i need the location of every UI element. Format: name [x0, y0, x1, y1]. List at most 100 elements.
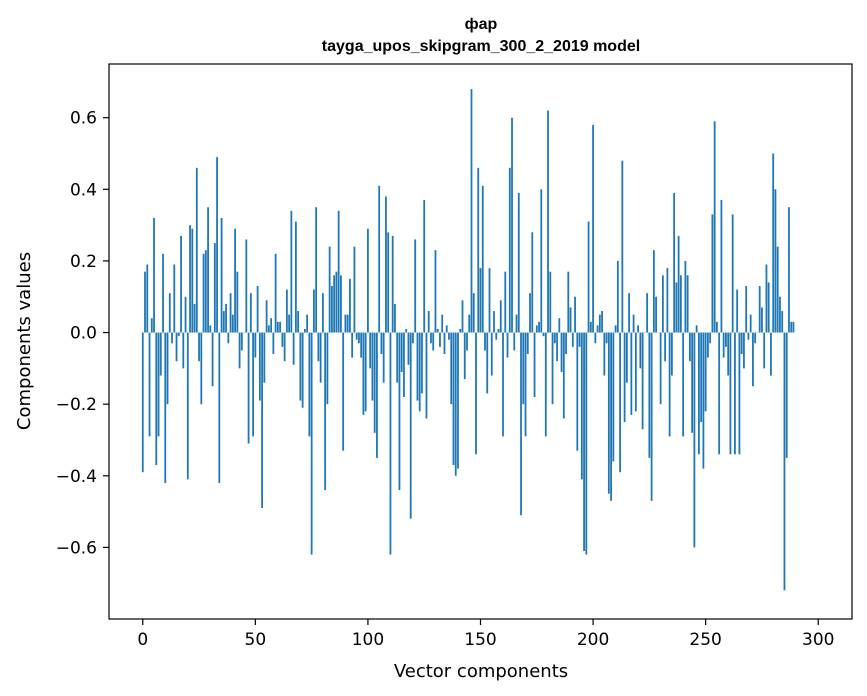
bar — [772, 153, 775, 333]
bar — [159, 332, 162, 376]
bar — [666, 268, 669, 333]
bar — [691, 332, 694, 433]
bar — [378, 185, 381, 333]
bar — [403, 332, 405, 397]
bar — [596, 325, 599, 333]
bar — [281, 332, 284, 347]
x-tick-label: 200 — [577, 630, 609, 650]
bar — [312, 289, 315, 333]
bar — [423, 200, 426, 333]
bar — [227, 332, 230, 344]
bar — [349, 278, 351, 333]
bar — [522, 332, 525, 405]
bar — [668, 332, 671, 437]
bar — [614, 325, 617, 333]
bar — [285, 289, 288, 333]
bar — [459, 328, 462, 333]
bar — [261, 332, 263, 508]
bar — [524, 332, 527, 437]
bar — [702, 332, 705, 469]
bar — [641, 332, 644, 430]
bar — [553, 332, 556, 344]
bar — [508, 167, 511, 333]
bar — [209, 325, 212, 333]
bar — [164, 332, 167, 483]
bar — [409, 332, 412, 519]
bar — [592, 124, 594, 333]
bar — [571, 332, 574, 347]
bar — [450, 332, 453, 405]
bar — [630, 332, 633, 415]
bar — [698, 332, 700, 455]
bar — [574, 296, 576, 333]
bar — [276, 321, 279, 333]
bar — [252, 332, 254, 437]
bar — [430, 332, 432, 344]
x-tick-label: 300 — [802, 630, 834, 650]
bar — [758, 286, 761, 333]
bar — [707, 332, 709, 358]
bar — [743, 332, 745, 369]
bar — [538, 321, 540, 333]
bar — [254, 332, 257, 358]
bar — [490, 332, 493, 376]
bar — [472, 293, 475, 333]
bar — [326, 332, 329, 405]
bar — [256, 286, 259, 333]
bar — [718, 332, 721, 455]
bar — [749, 314, 752, 333]
bar — [182, 332, 185, 369]
bar — [279, 321, 282, 333]
bar — [747, 332, 750, 340]
bar — [589, 321, 592, 333]
bar — [720, 200, 723, 333]
bar — [346, 314, 349, 333]
bar — [274, 253, 277, 333]
bar — [146, 264, 149, 333]
bar — [186, 332, 189, 480]
bar — [434, 250, 437, 333]
bar — [155, 332, 158, 466]
chart-title: фар — [465, 16, 498, 33]
bar — [400, 332, 403, 372]
bar — [211, 332, 214, 387]
bar — [788, 207, 790, 333]
bar — [328, 246, 331, 333]
bar — [153, 217, 155, 333]
bar — [288, 314, 291, 333]
y-axis-label: Components values — [14, 252, 35, 430]
bar — [544, 332, 547, 437]
bar — [605, 332, 608, 344]
bar — [310, 332, 313, 555]
bar — [231, 314, 234, 333]
bar — [436, 328, 439, 333]
bar — [360, 332, 363, 358]
bar — [616, 260, 619, 333]
bar — [740, 332, 743, 355]
bar — [369, 332, 372, 369]
bar — [558, 318, 561, 333]
bar — [569, 307, 572, 333]
bar — [610, 332, 612, 501]
bar — [180, 235, 182, 333]
bar — [761, 307, 763, 333]
bar — [432, 332, 435, 351]
bar — [607, 332, 610, 494]
bar — [200, 332, 203, 405]
bar — [484, 332, 486, 351]
bar — [556, 332, 558, 362]
bar — [765, 264, 768, 333]
bar — [542, 332, 545, 337]
bar — [686, 275, 689, 333]
bar — [344, 314, 347, 333]
bar — [216, 157, 218, 333]
bar — [189, 225, 191, 333]
bar — [175, 332, 178, 362]
bar — [770, 332, 772, 376]
bar — [265, 300, 268, 333]
bar — [704, 332, 707, 412]
bar — [619, 332, 621, 473]
y-tick-label: 0.4 — [70, 180, 97, 200]
bar — [722, 332, 725, 358]
